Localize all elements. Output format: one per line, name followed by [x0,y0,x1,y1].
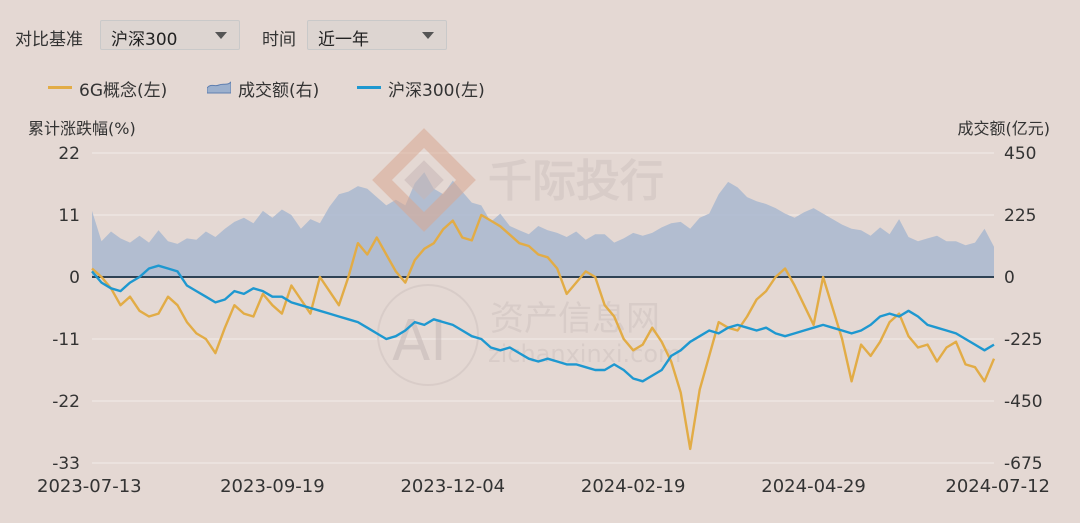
left-axis-title: 累计涨跌幅(%) [28,119,136,138]
legend-label: 沪深300(左) [388,81,485,101]
sixg-line [91,213,996,451]
time-label: 时间 [262,30,296,50]
left-tick-label: -22 [52,392,80,412]
hs300-line [91,264,995,383]
left-tick-label: 0 [69,268,80,288]
legend-line-icon [48,86,72,89]
right-tick-label: -225 [1004,330,1043,350]
volume-area-layer [92,172,994,277]
compare-select-value: 沪深300 [111,30,178,50]
legend-line-icon [357,86,381,89]
time-select[interactable]: 近一年 [307,20,447,50]
compare-label: 对比基准 [15,30,83,50]
watermark-brand-top: 千际投行 [488,156,664,207]
right-tick-label: -675 [1004,454,1043,474]
axis-labels: 22 450 11 225 0 0 -11 -225 -22 -450 -33 -675 2023-07… [37,144,1050,497]
legend-label: 成交额(右) [238,81,320,101]
watermark-url: zichanxinxi.com [488,340,681,368]
left-tick-label: -11 [52,330,80,350]
left-tick-label: 11 [58,206,80,226]
right-tick-label: 450 [1004,144,1036,164]
volume-area [92,172,994,277]
x-tick-label: 2023-07-13 [37,476,142,497]
right-tick-label: -450 [1004,392,1043,412]
x-tick-label: 2024-02-19 [581,476,686,497]
watermark-brand-bottom: 资产信息网 [490,299,660,339]
area-icon [207,81,231,94]
right-tick-label: 0 [1004,268,1015,288]
x-tick-label: 2023-09-19 [220,476,325,497]
grid-lines [92,152,994,464]
left-tick-label: -33 [52,454,80,474]
compare-select[interactable]: 沪深300 [100,20,240,50]
legend-label: 6G概念(左) [79,81,168,101]
time-select-value: 近一年 [318,30,369,50]
lines-layer [91,213,996,451]
watermark-ai: AI [392,309,447,374]
x-tick-label: 2023-12-04 [400,476,505,497]
x-tick-label: 2024-07-12 [945,476,1050,497]
x-tick-label: 2024-04-29 [761,476,866,497]
left-tick-label: 22 [58,144,80,164]
chevron-down-icon [422,32,434,39]
chevron-down-icon [215,32,227,39]
right-axis-title: 成交额(亿元) [957,119,1051,138]
right-tick-label: 225 [1004,206,1036,226]
